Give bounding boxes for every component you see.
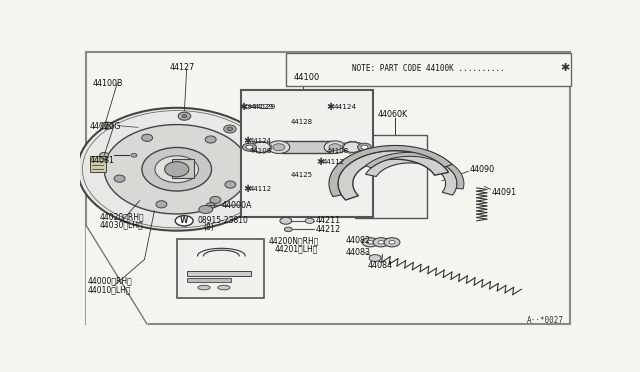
Text: ✱: ✱ [326, 102, 335, 112]
Text: 44212: 44212 [316, 225, 341, 234]
Ellipse shape [227, 127, 233, 131]
Ellipse shape [114, 175, 125, 182]
Bar [90, 156, 106, 172]
Circle shape [329, 144, 341, 151]
Text: 44090: 44090 [469, 165, 495, 174]
Bar [282, 141, 332, 153]
Text: 44030〈LH〉: 44030〈LH〉 [100, 221, 143, 230]
Text: ✱: ✱ [561, 63, 570, 73]
Circle shape [344, 142, 362, 153]
Bar [187, 278, 231, 282]
Ellipse shape [77, 108, 276, 231]
Text: NOTE: PART CODE 44100K ..........: NOTE: PART CODE 44100K .......... [352, 64, 505, 73]
Circle shape [284, 227, 292, 232]
Text: 44100: 44100 [293, 73, 319, 82]
Circle shape [373, 238, 389, 247]
Text: 08915-23810: 08915-23810 [198, 216, 248, 225]
Circle shape [246, 145, 253, 149]
Circle shape [369, 254, 381, 262]
Ellipse shape [206, 203, 215, 208]
Text: 44127: 44127 [169, 63, 195, 72]
Polygon shape [86, 225, 147, 324]
Text: W: W [180, 216, 188, 225]
Text: 44020〈RH〉: 44020〈RH〉 [100, 212, 145, 221]
Text: 44081: 44081 [90, 156, 115, 165]
Text: 44112: 44112 [323, 159, 345, 165]
Text: ✱: ✱ [243, 136, 252, 146]
Text: (8): (8) [203, 224, 214, 232]
Circle shape [324, 141, 346, 154]
Bar [187, 271, 251, 276]
Ellipse shape [104, 124, 109, 127]
Text: ✱: ✱ [243, 184, 252, 194]
Circle shape [268, 141, 290, 154]
Circle shape [273, 144, 285, 151]
Circle shape [199, 205, 212, 214]
Ellipse shape [225, 181, 236, 188]
Circle shape [378, 241, 384, 244]
Polygon shape [329, 145, 452, 196]
Text: 44125: 44125 [291, 172, 313, 178]
Circle shape [243, 143, 257, 151]
Circle shape [358, 143, 371, 151]
Text: 44129: 44129 [250, 104, 273, 110]
Text: 44124: 44124 [250, 138, 272, 144]
Ellipse shape [205, 136, 216, 143]
Text: A··*0027: A··*0027 [527, 316, 564, 325]
Ellipse shape [224, 125, 236, 133]
Text: 44108: 44108 [326, 148, 349, 154]
Bar [172, 159, 194, 177]
Polygon shape [365, 156, 457, 195]
Bar [286, 53, 571, 86]
Text: 44060K: 44060K [378, 110, 408, 119]
Circle shape [384, 238, 400, 247]
Text: 44112: 44112 [250, 186, 272, 192]
Ellipse shape [100, 153, 109, 158]
Text: 44091: 44091 [492, 187, 517, 197]
Circle shape [361, 145, 368, 149]
Bar [241, 90, 372, 217]
Circle shape [389, 241, 395, 244]
Ellipse shape [102, 122, 113, 129]
Ellipse shape [156, 201, 167, 208]
Text: 44082: 44082 [346, 236, 371, 246]
Bar [177, 240, 264, 298]
Circle shape [362, 238, 378, 247]
Text: 44000A: 44000A [221, 201, 252, 209]
Text: 44201〈LH〉: 44201〈LH〉 [275, 244, 318, 253]
Text: 44100B: 44100B [92, 79, 123, 88]
Text: ❄44129: ❄44129 [246, 104, 275, 110]
Circle shape [367, 241, 373, 244]
Ellipse shape [182, 115, 187, 118]
Ellipse shape [141, 134, 152, 141]
Circle shape [305, 218, 314, 223]
Text: 44084: 44084 [367, 261, 392, 270]
Ellipse shape [179, 112, 191, 120]
Text: 44200N〈RH〉: 44200N〈RH〉 [269, 236, 319, 246]
Circle shape [175, 216, 193, 226]
Circle shape [252, 142, 270, 153]
Ellipse shape [210, 196, 221, 203]
Text: 44000〈RH〉: 44000〈RH〉 [88, 276, 132, 285]
Text: 44108: 44108 [250, 148, 273, 154]
Polygon shape [365, 153, 464, 189]
Ellipse shape [131, 153, 137, 157]
Bar [355, 135, 428, 218]
Polygon shape [338, 151, 449, 200]
Text: ✱: ✱ [316, 157, 324, 167]
Ellipse shape [218, 285, 230, 290]
Text: ✱: ✱ [239, 102, 248, 112]
Text: 44010〈LH〉: 44010〈LH〉 [88, 285, 131, 294]
Text: 44124: 44124 [333, 104, 356, 110]
Ellipse shape [164, 162, 189, 177]
Text: 44211: 44211 [316, 216, 340, 225]
Ellipse shape [198, 285, 210, 290]
Text: 44020G: 44020G [90, 122, 122, 131]
Ellipse shape [155, 156, 198, 183]
Ellipse shape [104, 125, 249, 214]
Text: 44128: 44128 [291, 119, 313, 125]
Ellipse shape [142, 147, 212, 191]
Circle shape [280, 217, 292, 224]
Text: 44083: 44083 [346, 248, 371, 257]
